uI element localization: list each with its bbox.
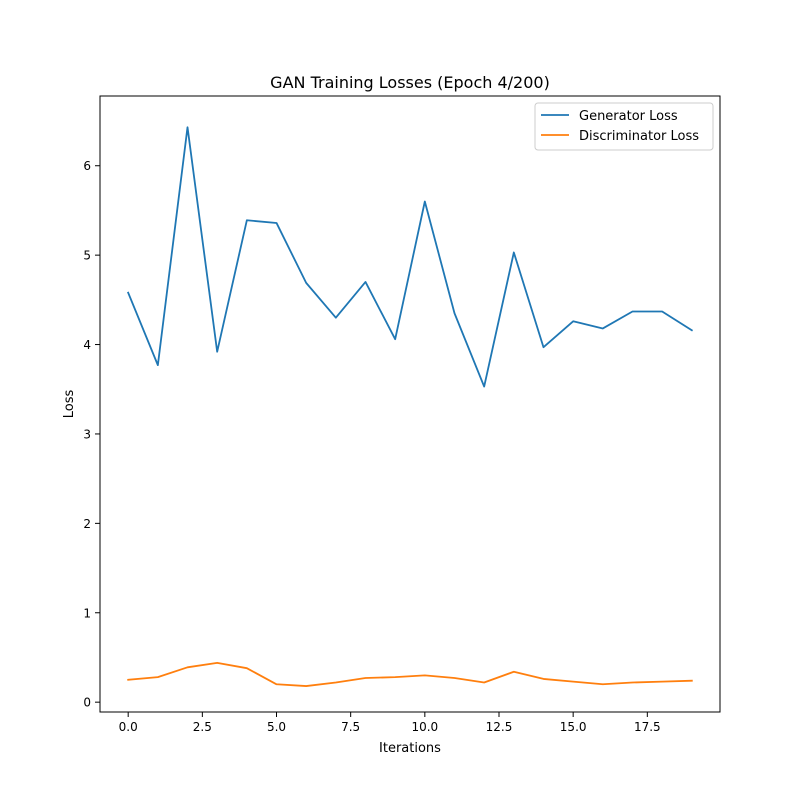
y-axis: 0 1 2 3 4 5 6 [83, 159, 100, 710]
plot-area [100, 96, 720, 712]
y-tick-label: 5 [83, 249, 91, 263]
x-tick-label: 5.0 [267, 720, 286, 734]
series-line-discriminator-loss [127, 661, 693, 687]
x-tick-label: 10.0 [411, 720, 438, 734]
series-layer [127, 126, 694, 687]
y-tick-label: 6 [83, 159, 91, 173]
x-tick-label: 12.5 [486, 720, 513, 734]
y-tick-label: 1 [83, 606, 91, 620]
series-line-generator-loss [127, 126, 694, 388]
x-tick-label: 17.5 [634, 720, 661, 734]
x-tick-label: 0.0 [119, 720, 138, 734]
y-tick-label: 4 [83, 338, 91, 352]
axes-frame [99, 95, 721, 713]
legend-label-generator: Generator Loss [579, 109, 678, 124]
x-axis: 0.0 2.5 5.0 7.5 10.0 12.5 15.0 17.5 [119, 712, 661, 734]
x-tick-label: 7.5 [341, 720, 360, 734]
legend: Generator Loss Discriminator Loss [534, 102, 714, 151]
y-tick-label: 3 [83, 427, 91, 441]
x-axis-label: Iterations [379, 741, 441, 756]
legend-box [534, 102, 714, 151]
y-tick-label: 2 [83, 517, 91, 531]
legend-label-discriminator: Discriminator Loss [579, 129, 699, 144]
chart-title: GAN Training Losses (Epoch 4/200) [270, 73, 550, 92]
y-tick-label: 0 [83, 696, 91, 710]
y-axis-label: Loss [62, 390, 77, 419]
x-tick-label: 15.0 [560, 720, 587, 734]
x-tick-label: 2.5 [193, 720, 212, 734]
